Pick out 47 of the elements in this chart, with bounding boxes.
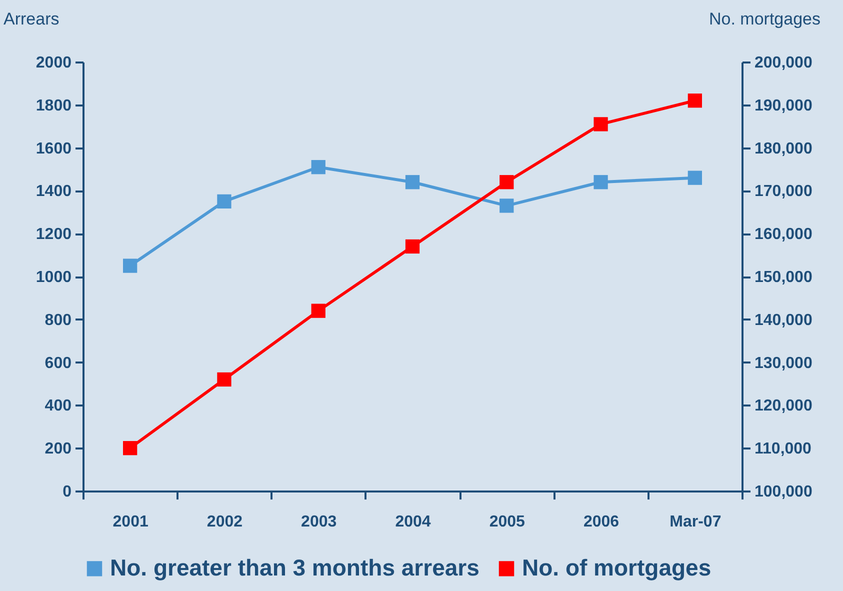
y2-tick-label: 150,000	[754, 269, 812, 286]
y-tick-label: 1000	[36, 269, 72, 286]
y-tick-label: 1800	[36, 97, 72, 114]
point	[594, 175, 608, 190]
y-tick-label: 2000	[36, 54, 72, 72]
point	[311, 160, 326, 174]
y2-tick-label: 180,000	[754, 140, 812, 158]
point	[311, 304, 326, 318]
y-tick-label: 1600	[36, 140, 72, 158]
x-tick-label: 2005	[489, 514, 526, 530]
y-tick-label: 0	[62, 484, 72, 500]
y2-axis-title: No. mortgages	[709, 10, 820, 28]
point	[123, 441, 138, 456]
y2-tick-label: 110,000	[754, 440, 812, 458]
legend-label: No. of mortgages	[522, 554, 712, 581]
legend-label: No. greater than 3 months arrears	[110, 554, 480, 581]
y-tick-label: 800	[44, 312, 72, 329]
x-tick-label: 2001	[112, 514, 148, 530]
y2-tick-label: 130,000	[754, 354, 812, 372]
y-tick-label: 1200	[36, 226, 72, 244]
point	[217, 194, 232, 208]
point	[123, 258, 138, 273]
y2-tick-label: 140,000	[754, 312, 812, 329]
y2-tick-label: 190,000	[754, 97, 812, 114]
y2-tick-label: 200,000	[754, 54, 812, 72]
y-tick-label: 400	[44, 398, 72, 415]
y-tick-label: 600	[44, 354, 72, 372]
x-tick-label: 2002	[206, 514, 243, 530]
point	[594, 117, 608, 132]
x-tick-label: 2006	[583, 514, 620, 530]
point	[405, 175, 420, 190]
point	[405, 239, 420, 254]
y2-tick-label: 170,000	[754, 183, 812, 200]
point	[500, 175, 514, 190]
x-tick-label: 2004	[395, 514, 431, 530]
point	[688, 170, 702, 185]
point	[688, 94, 702, 108]
y2-tick-label: 100,000	[754, 484, 812, 500]
y2-tick-label: 120,000	[754, 398, 812, 415]
y-tick-label: 200	[44, 440, 72, 458]
point	[217, 372, 232, 387]
x-tick-label: 2003	[301, 514, 337, 530]
y-tick-label: 1400	[36, 183, 72, 200]
y-axis-title: Arrears	[4, 10, 60, 28]
point	[500, 198, 514, 213]
x-tick-label: Mar-07	[670, 514, 722, 530]
y2-tick-label: 160,000	[754, 226, 812, 244]
